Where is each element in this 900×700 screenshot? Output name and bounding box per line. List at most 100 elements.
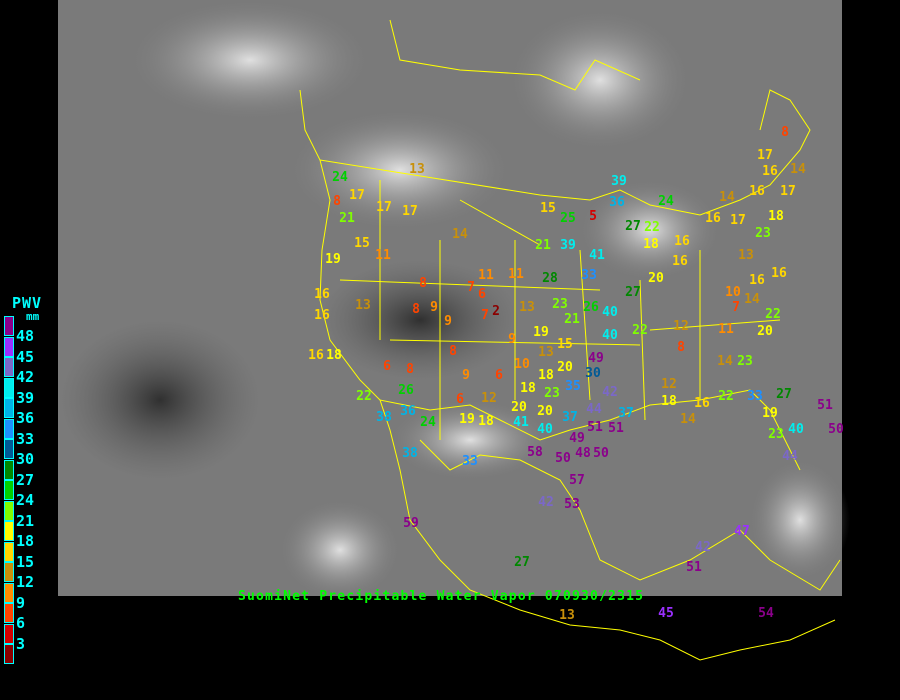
station-pwv-value: 13 (559, 608, 575, 623)
legend-bin (4, 316, 14, 336)
station-pwv-value: 30 (585, 366, 601, 381)
station-pwv-value: 7 (467, 280, 475, 295)
station-pwv-value: 8 (419, 276, 427, 291)
legend-bin (4, 377, 14, 398)
station-pwv-value: 23 (755, 226, 771, 241)
station-pwv-value: 40 (788, 422, 804, 437)
legend-title: PWV (12, 294, 43, 312)
station-pwv-value: 12 (673, 319, 689, 334)
station-pwv-value: 33 (747, 389, 763, 404)
station-pwv-value: 27 (776, 387, 792, 402)
station-pwv-value: 50 (555, 451, 571, 466)
legend-unit: mm (26, 310, 40, 323)
station-pwv-value: 9 (462, 368, 470, 383)
station-pwv-value: 17 (780, 184, 796, 199)
station-pwv-value: 17 (757, 148, 773, 163)
station-pwv-value: 51 (608, 421, 624, 436)
station-pwv-value: 22 (356, 389, 372, 404)
station-pwv-value: 19 (459, 412, 475, 427)
station-pwv-value: 59 (403, 516, 419, 531)
station-pwv-value: 24 (658, 194, 674, 209)
legend-tick: 27 (16, 470, 35, 489)
station-pwv-value: 5 (589, 209, 597, 224)
station-pwv-value: 26 (583, 300, 599, 315)
station-pwv-value: 15 (540, 201, 556, 216)
station-pwv-value: 7 (732, 300, 740, 315)
station-pwv-value: 14 (744, 292, 760, 307)
station-pwv-value: 53 (564, 497, 580, 512)
station-pwv-value: 44 (586, 402, 602, 417)
station-pwv-value: 50 (828, 422, 844, 437)
station-pwv-value: 28 (542, 271, 558, 286)
station-pwv-value: 16 (672, 254, 688, 269)
station-pwv-value: 8 (781, 125, 789, 140)
station-pwv-value: 18 (643, 237, 659, 252)
station-pwv-value: 20 (648, 271, 664, 286)
station-pwv-value: 14 (717, 354, 733, 369)
legend-tick: 9 (16, 593, 26, 612)
station-pwv-value: 16 (314, 287, 330, 302)
station-pwv-value: 9 (444, 314, 452, 329)
station-pwv-value: 17 (376, 200, 392, 215)
station-pwv-value: 35 (565, 379, 581, 394)
legend-tick: 15 (16, 552, 35, 571)
legend-tick: 33 (16, 429, 35, 448)
station-pwv-value: 27 (625, 285, 641, 300)
station-pwv-value: 8 (449, 344, 457, 359)
station-pwv-value: 41 (589, 248, 605, 263)
station-pwv-value: 23 (737, 354, 753, 369)
legend-tick: 3 (16, 634, 26, 653)
station-pwv-value: 8 (412, 302, 420, 317)
station-pwv-value: 54 (758, 606, 774, 621)
station-pwv-value: 18 (520, 381, 536, 396)
station-pwv-value: 8 (406, 362, 414, 377)
station-pwv-value: 11 (375, 248, 391, 263)
station-pwv-value: 19 (325, 252, 341, 267)
station-pwv-value: 16 (771, 266, 787, 281)
station-pwv-value: 22 (765, 307, 781, 322)
legend-bin (4, 398, 14, 418)
pwv-legend: PWV mm 48 45 42 39 36 33 30 27 24 21 18 15 12 9 6 3 (4, 294, 60, 664)
station-pwv-value: 14 (790, 162, 806, 177)
station-pwv-value: 44 (782, 449, 798, 464)
station-pwv-value: 24 (420, 415, 436, 430)
station-pwv-value: 39 (560, 238, 576, 253)
station-pwv-value: 21 (339, 211, 355, 226)
station-pwv-value: 16 (314, 308, 330, 323)
station-pwv-value: 40 (602, 328, 618, 343)
station-pwv-value: 36 (609, 195, 625, 210)
station-pwv-value: 22 (632, 323, 648, 338)
station-pwv-value: 21 (535, 238, 551, 253)
station-pwv-value: 33 (462, 454, 478, 469)
legend-bin (4, 623, 14, 644)
legend-tick: 21 (16, 511, 35, 530)
station-pwv-value: 10 (725, 285, 741, 300)
legend-bin (4, 644, 14, 664)
station-pwv-value: 15 (557, 337, 573, 352)
station-pwv-value: 41 (513, 415, 529, 430)
station-pwv-value: 38 (402, 446, 418, 461)
station-pwv-value: 40 (537, 422, 553, 437)
station-pwv-value: 11 (718, 322, 734, 337)
map-title: SuomiNet Precipitable Water Vapor 070930… (238, 589, 645, 604)
legend-bin (4, 459, 14, 480)
station-pwv-value: 9 (508, 332, 516, 347)
station-pwv-value: 42 (538, 495, 554, 510)
station-pwv-value: 20 (511, 400, 527, 415)
station-pwv-value: 6 (478, 287, 486, 302)
station-pwv-value: 36 (400, 404, 416, 419)
station-pwv-value: 14 (452, 227, 468, 242)
legend-tick: 45 (16, 347, 35, 366)
station-pwv-value: 13 (409, 162, 425, 177)
station-pwv-value: 16 (694, 396, 710, 411)
station-pwv-value: 27 (514, 555, 530, 570)
station-pwv-value: 17 (730, 213, 746, 228)
station-pwv-value: 23 (544, 386, 560, 401)
station-pwv-value: 16 (308, 348, 324, 363)
political-boundaries (299, 19, 841, 661)
station-pwv-value: 10 (514, 357, 530, 372)
station-pwv-value: 27 (625, 219, 641, 234)
station-pwv-value: 14 (680, 412, 696, 427)
station-pwv-value: 16 (749, 184, 765, 199)
